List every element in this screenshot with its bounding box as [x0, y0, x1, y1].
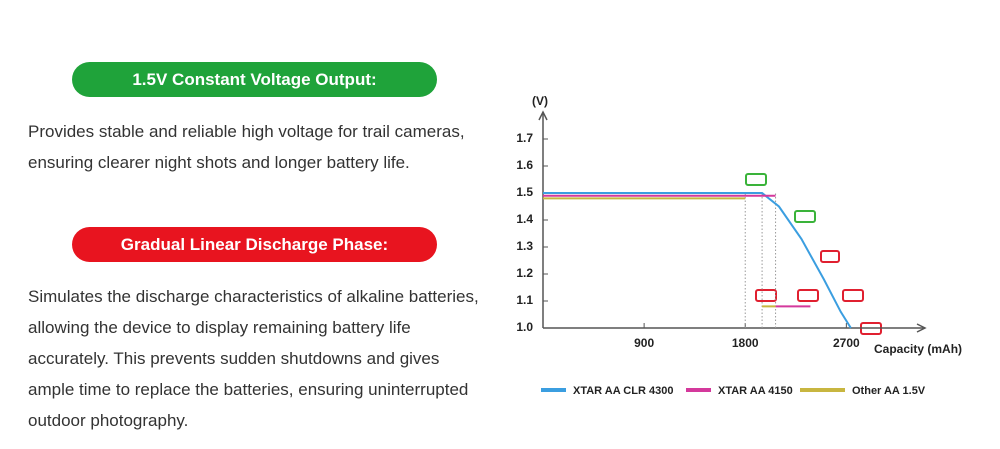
legend-swatch [800, 388, 845, 392]
y-tick-label: 1.4 [516, 212, 533, 226]
x-axis-label: Capacity (mAh) [874, 342, 962, 356]
legend-label: XTAR AA CLR 4300 [573, 385, 673, 397]
battery-icons [745, 173, 882, 335]
y-axis-label: (V) [532, 94, 548, 108]
y-tick-label: 1.5 [516, 185, 533, 199]
y-tick-label: 1.0 [516, 320, 533, 334]
section-body: Provides stable and reliable high voltag… [28, 122, 465, 172]
y-axis-arrow [538, 110, 548, 121]
series-line [543, 197, 776, 308]
x-axis-arrow [916, 323, 927, 333]
section-body: Simulates the discharge characteristics … [28, 287, 479, 430]
legend-swatch [686, 388, 711, 392]
y-tick-label: 1.1 [516, 293, 533, 307]
y-tick-label: 1.6 [516, 158, 533, 172]
y-tick-label: 1.7 [516, 131, 533, 145]
series-line [543, 192, 852, 329]
series-line [543, 194, 811, 308]
y-tick-label: 1.2 [516, 266, 533, 280]
section-heading: Gradual Linear Discharge Phase: [72, 227, 437, 262]
legend-label: Other AA 1.5V [852, 385, 926, 397]
x-tick-label: 900 [634, 336, 654, 350]
section-heading: 1.5V Constant Voltage Output: [72, 62, 437, 97]
legend-label: XTAR AA 4150 [718, 385, 793, 397]
legend-swatch [541, 388, 566, 392]
y-tick-label: 1.3 [516, 239, 533, 253]
x-tick-label: 1800 [732, 336, 759, 350]
x-tick-label: 2700 [833, 336, 860, 350]
